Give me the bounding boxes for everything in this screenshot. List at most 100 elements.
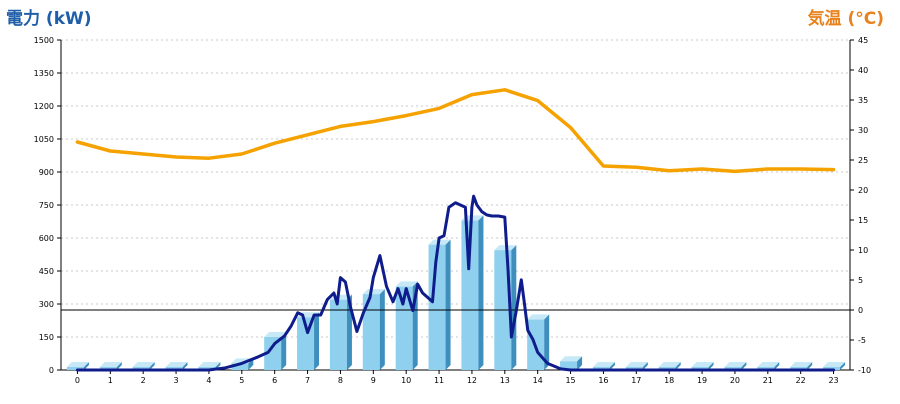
left-axis-tick-label: 750: [39, 201, 54, 210]
x-axis-tick-label: 0: [75, 376, 80, 385]
x-axis-tick-label: 18: [664, 376, 674, 385]
bar-top: [592, 362, 615, 367]
bar-face: [231, 363, 249, 370]
bar-top: [724, 362, 747, 367]
bar-face: [362, 294, 380, 370]
bar-side: [182, 362, 188, 370]
bar-side: [478, 215, 484, 370]
bar: [362, 289, 385, 370]
bar: [560, 356, 583, 370]
bar: [297, 312, 320, 370]
temperature-line: [75, 88, 836, 174]
bar-side: [281, 332, 287, 370]
left-axis-tick-label: 150: [39, 333, 54, 342]
bar-side: [675, 362, 681, 370]
bar-top: [362, 289, 385, 295]
bar-top: [625, 362, 648, 367]
x-axis-tick-label: 19: [697, 376, 707, 385]
left-axis-tick-label: 1050: [34, 135, 54, 144]
bar: [461, 215, 484, 370]
right-axis-title: 気温 (°C): [807, 9, 884, 29]
x-axis-tick-label: 1: [108, 376, 113, 385]
bar-side: [642, 362, 648, 370]
bar-top: [757, 362, 780, 367]
bar-top: [823, 362, 846, 367]
x-axis-tick-label: 21: [763, 376, 773, 385]
bar-side: [116, 362, 122, 370]
bar-face: [428, 244, 446, 370]
bar: [66, 362, 89, 370]
x-axis-tick-label: 4: [206, 376, 211, 385]
bar-face: [560, 361, 578, 370]
x-axis-tick-label: 13: [500, 376, 510, 385]
x-axis-tick-label: 8: [338, 376, 343, 385]
x-axis-tick-label: 5: [239, 376, 244, 385]
bar: [428, 239, 451, 370]
bar-side: [379, 289, 385, 370]
x-axis-tick-label: 15: [565, 376, 575, 385]
bar-top: [132, 362, 155, 367]
bar-face: [461, 220, 479, 370]
bar-top: [99, 362, 122, 367]
bar-face: [264, 337, 282, 370]
bar-face: [329, 299, 347, 370]
left-axis-tick-label: 300: [39, 300, 54, 309]
power-line: [75, 194, 836, 372]
bar-top: [198, 362, 221, 367]
left-axis-tick-label: 600: [39, 234, 54, 243]
bar-side: [248, 358, 254, 370]
right-axis-tick-label: -10: [858, 366, 871, 375]
bar-side: [149, 362, 155, 370]
bar-face: [66, 367, 84, 370]
x-axis-tick-label: 12: [467, 376, 477, 385]
right-axis-tick-label: 15: [858, 216, 868, 225]
bar-side: [577, 356, 583, 370]
x-axis-tick-label: 23: [828, 376, 838, 385]
bar-top: [527, 314, 550, 320]
right-axis-tick-label: 30: [858, 126, 868, 135]
left-axis-tick-label: 1500: [34, 36, 54, 45]
right-axis-tick-label: -5: [858, 336, 866, 345]
bar: [395, 281, 418, 370]
x-axis-tick-label: 16: [598, 376, 608, 385]
bar-side: [774, 362, 780, 370]
bar: [329, 294, 352, 370]
bar-top: [658, 362, 681, 367]
bar-side: [741, 362, 747, 370]
left-axis-tick-label: 0: [49, 366, 54, 375]
bar-side: [314, 312, 320, 370]
left-axis-tick-label: 900: [39, 168, 54, 177]
x-axis-tick-label: 6: [272, 376, 277, 385]
bar-side: [807, 362, 813, 370]
x-axis-tick-label: 2: [141, 376, 146, 385]
x-axis-tick-label: 11: [434, 376, 444, 385]
x-axis-tick-label: 14: [533, 376, 543, 385]
x-axis-tick-label: 22: [796, 376, 806, 385]
x-axis-tick-label: 17: [631, 376, 641, 385]
left-axis-tick-label: 1200: [34, 102, 54, 111]
bar-side: [544, 314, 550, 370]
bar-top: [165, 362, 188, 367]
bar-side: [445, 239, 451, 370]
x-axis-tick-label: 9: [371, 376, 376, 385]
x-axis-tick-label: 20: [730, 376, 740, 385]
right-axis-tick-label: 0: [858, 306, 863, 315]
right-axis-tick-label: 25: [858, 156, 868, 165]
right-axis-tick-label: 35: [858, 96, 868, 105]
bar: [494, 245, 517, 370]
right-axis-tick-label: 5: [858, 276, 863, 285]
bar-top: [790, 362, 813, 367]
left-axis-tick-label: 450: [39, 267, 54, 276]
bar-face: [395, 286, 413, 370]
right-axis-tick-label: 40: [858, 66, 868, 75]
x-axis-tick-label: 10: [401, 376, 411, 385]
bar: [264, 332, 287, 370]
bar-side: [511, 245, 517, 370]
bar-side: [708, 362, 714, 370]
bar-top: [395, 281, 418, 287]
bar-top: [560, 356, 583, 362]
bar-top: [66, 362, 89, 367]
x-axis-tick-label: 7: [305, 376, 310, 385]
